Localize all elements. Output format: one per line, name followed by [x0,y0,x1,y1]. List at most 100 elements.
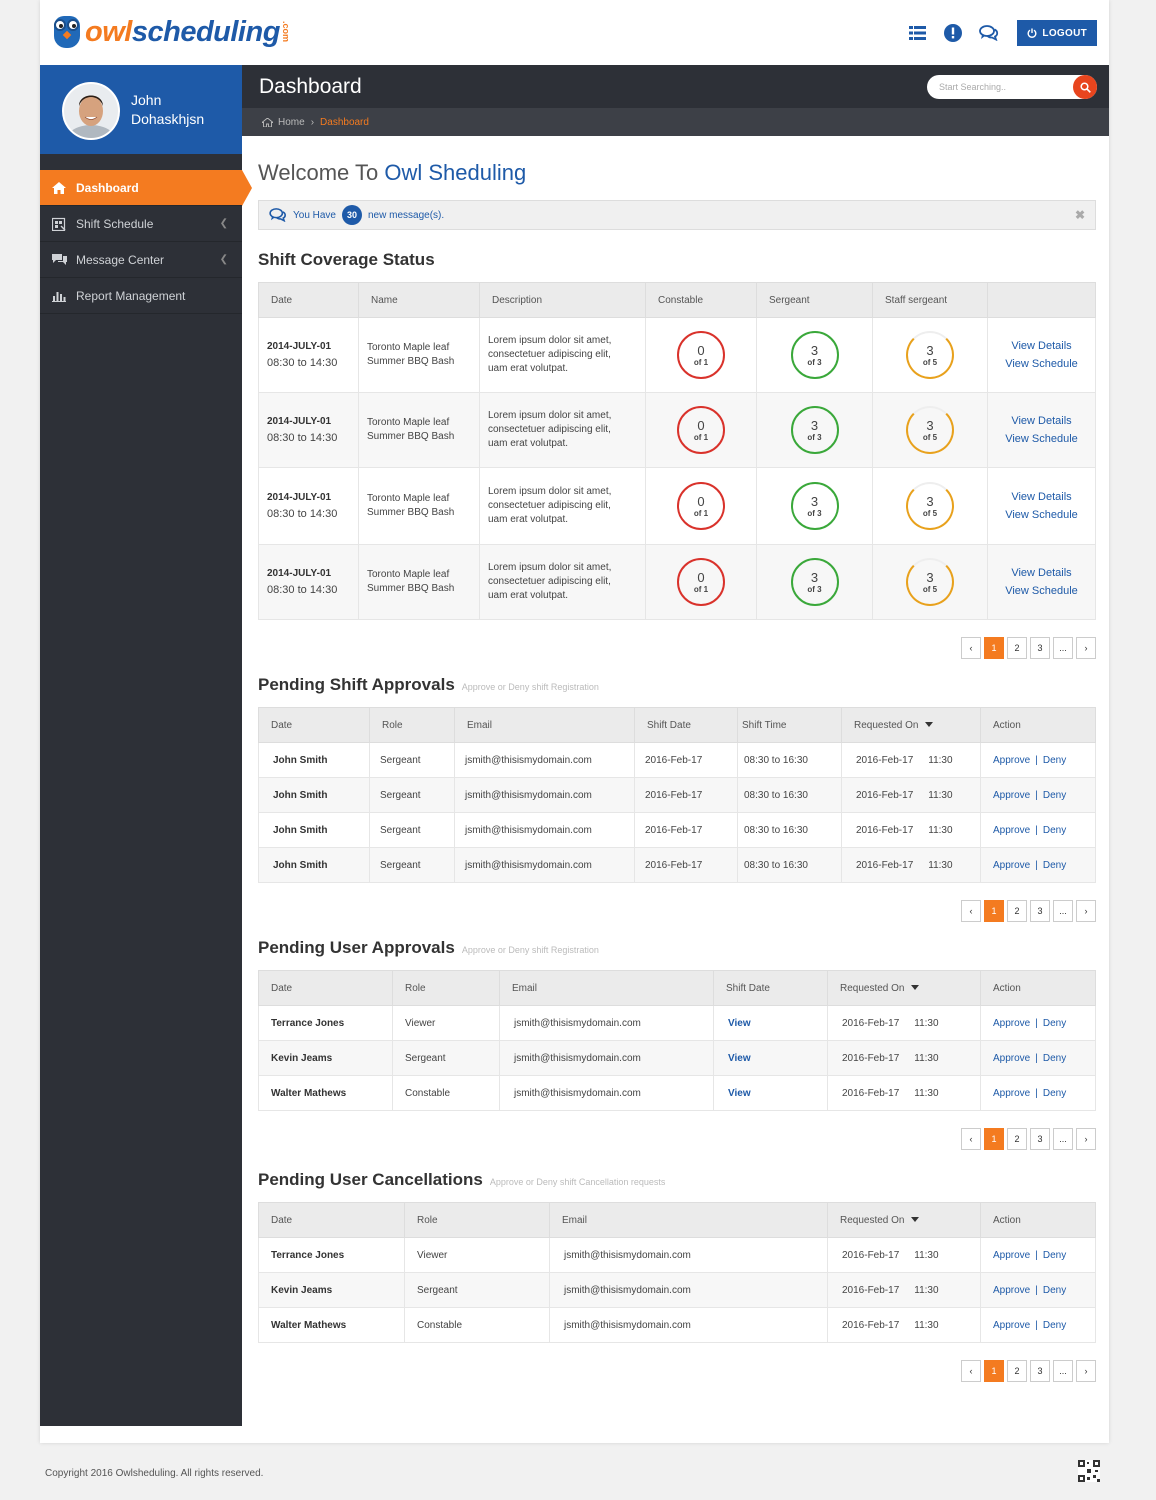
message-notification[interactable]: You Have 30 new message(s). ✖ [258,200,1096,230]
profile-card: John Dohaskhjsn [40,65,242,154]
alert-icon[interactable] [941,21,965,45]
column-header-sortable[interactable]: Requested On [827,1202,981,1238]
deny-link[interactable]: Deny [1042,1319,1067,1331]
next-page-button[interactable]: › [1076,1128,1096,1150]
schedule-icon [50,217,68,231]
search-input[interactable]: Start Searching.. [939,82,1007,92]
view-shift-link[interactable]: View [713,1005,828,1041]
column-header[interactable]: Role [369,707,455,743]
home-icon[interactable] [262,117,273,127]
deny-link[interactable]: Deny [1042,1284,1067,1296]
page-button[interactable]: 2 [1007,1360,1027,1382]
view-schedule-link[interactable]: View Schedule [1005,509,1078,521]
deny-link[interactable]: Deny [1042,859,1067,871]
sidebar-item-message-center[interactable]: Message Center ❮ [40,242,242,278]
page-button[interactable]: 2 [1007,900,1027,922]
column-header[interactable]: Date [258,282,359,318]
view-details-link[interactable]: View Details [1011,491,1072,503]
sidebar-item-shift-schedule[interactable]: Shift Schedule ❮ [40,206,242,242]
deny-link[interactable]: Deny [1042,824,1067,836]
prev-page-button[interactable]: ‹ [961,1128,981,1150]
deny-link[interactable]: Deny [1042,1017,1067,1029]
prev-page-button[interactable]: ‹ [961,1360,981,1382]
page-button[interactable]: 2 [1007,637,1027,659]
view-details-link[interactable]: View Details [1011,567,1072,579]
next-page-button[interactable]: › [1076,1360,1096,1382]
next-page-button[interactable]: › [1076,900,1096,922]
column-header-sortable[interactable]: Requested On [841,707,981,743]
view-schedule-link[interactable]: View Schedule [1005,585,1078,597]
column-header[interactable]: Description [479,282,646,318]
approve-link[interactable]: Approve [993,789,1031,801]
column-header[interactable]: Shift Date [713,970,828,1006]
prev-page-button[interactable]: ‹ [961,900,981,922]
list-icon[interactable] [905,21,929,45]
approve-link[interactable]: Approve [993,1017,1031,1029]
event-description: Lorem ipsum dolor sit amet, [488,486,612,497]
approve-link[interactable]: Approve [993,754,1031,766]
approve-link[interactable]: Approve [993,1249,1031,1261]
column-header[interactable]: Email [549,1202,828,1238]
chat-icon[interactable] [977,21,1001,45]
view-details-link[interactable]: View Details [1011,340,1072,352]
page-button[interactable]: 1 [984,900,1004,922]
user-name: John Smith [258,777,370,813]
close-icon[interactable]: ✖ [1074,208,1085,222]
breadcrumb-home[interactable]: Home [278,116,305,128]
page-ellipsis[interactable]: ... [1053,1360,1073,1382]
page-button[interactable]: 1 [984,637,1004,659]
page-button[interactable]: 3 [1030,900,1050,922]
column-header[interactable]: Staff sergeant [872,282,988,318]
requested-on: 2016-Feb-17 11:30 [841,742,981,778]
view-shift-link[interactable]: View [713,1040,828,1076]
page-button[interactable]: 1 [984,1128,1004,1150]
page-button[interactable]: 3 [1030,1128,1050,1150]
sidebar-item-dashboard[interactable]: Dashboard [40,170,252,206]
view-schedule-link[interactable]: View Schedule [1005,358,1078,370]
column-header[interactable]: Name [358,282,480,318]
table-row: John Smith Sergeant jsmith@thisismydomain.… [258,777,1096,813]
deny-link[interactable]: Deny [1042,754,1067,766]
column-header-sortable[interactable]: Requested On [827,970,981,1006]
search-box[interactable]: Start Searching.. [927,75,1097,99]
view-shift-link[interactable]: View [713,1075,828,1111]
page-button[interactable]: 2 [1007,1128,1027,1150]
view-details-link[interactable]: View Details [1011,415,1072,427]
page-button[interactable]: 3 [1030,637,1050,659]
prev-page-button[interactable]: ‹ [961,637,981,659]
deny-link[interactable]: Deny [1042,789,1067,801]
column-header[interactable]: Role [392,970,500,1006]
approve-link[interactable]: Approve [993,1087,1031,1099]
approve-link[interactable]: Approve [993,859,1031,871]
table-row: John Smith Sergeant jsmith@thisismydomain.… [258,742,1096,778]
approve-link[interactable]: Approve [993,824,1031,836]
column-header[interactable]: Shift Date [634,707,738,743]
logo[interactable]: owlscheduling .com [52,10,291,50]
column-header[interactable]: Date [258,1202,405,1238]
page-ellipsis[interactable]: ... [1053,1128,1073,1150]
approve-link[interactable]: Approve [993,1319,1031,1331]
column-header[interactable]: Date [258,707,370,743]
next-page-button[interactable]: › [1076,637,1096,659]
page-ellipsis[interactable]: ... [1053,637,1073,659]
avatar[interactable] [62,82,120,140]
column-header[interactable]: Constable [645,282,757,318]
view-schedule-link[interactable]: View Schedule [1005,433,1078,445]
search-icon[interactable] [1073,75,1097,99]
sidebar-item-report-management[interactable]: Report Management [40,278,242,314]
column-header[interactable]: Role [404,1202,550,1238]
page-button[interactable]: 1 [984,1360,1004,1382]
approve-link[interactable]: Approve [993,1284,1031,1296]
column-header[interactable]: Date [258,970,393,1006]
column-header[interactable]: Shift Time [737,707,842,743]
page-ellipsis[interactable]: ... [1053,900,1073,922]
column-header[interactable]: Email [499,970,714,1006]
deny-link[interactable]: Deny [1042,1249,1067,1261]
deny-link[interactable]: Deny [1042,1052,1067,1064]
page-button[interactable]: 3 [1030,1360,1050,1382]
logout-button[interactable]: LOGOUT [1017,20,1097,46]
column-header[interactable]: Email [454,707,635,743]
column-header[interactable]: Sergeant [756,282,873,318]
approve-link[interactable]: Approve [993,1052,1031,1064]
deny-link[interactable]: Deny [1042,1087,1067,1099]
